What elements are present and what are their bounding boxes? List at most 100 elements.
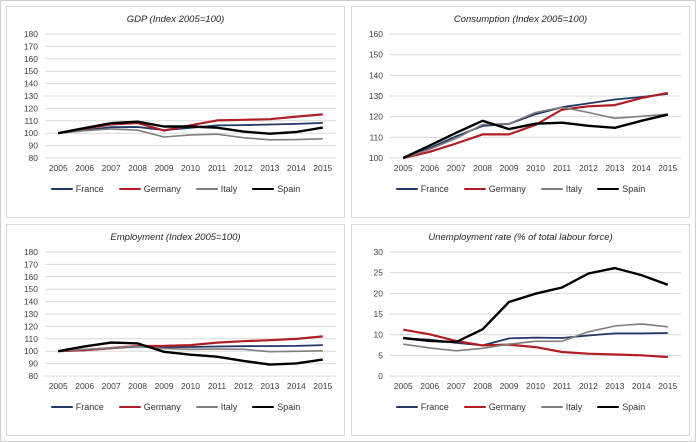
legend-consumption: France Germany Italy Spain (395, 184, 645, 194)
x-tick-label: 2015 (658, 381, 677, 391)
series-line-italy (57, 345, 323, 353)
legend-item-spain: Spain (252, 184, 300, 194)
series-line-germany (402, 328, 668, 359)
x-tick-label: 2014 (631, 163, 650, 173)
legend-line-swatch (597, 405, 620, 409)
panel-employment: Employment (Index 2005=100) 80 90 100 110 12… (6, 224, 345, 436)
x-tick-label: 2012 (578, 381, 597, 391)
legend-item-france: France (395, 402, 449, 412)
panel-consumption: Consumption (Index 2005=100) 100 110 120 13… (351, 6, 690, 218)
legend-employment: France Germany Italy Spain (50, 402, 300, 412)
series-line-spain (57, 341, 323, 366)
employment-line-chart: 80 90 100 110 120 130 140 150 160 170 180 2005 2006 2… (23, 247, 336, 391)
legend-line-swatch (118, 187, 141, 191)
x-tick-label: 2010 (181, 163, 200, 173)
y-tick-label: 170 (23, 41, 37, 51)
series-line-france (57, 122, 323, 135)
series-line-spain (402, 266, 668, 344)
legend-unemployment: France Germany Italy Spain (395, 402, 645, 412)
y-tick-label: 140 (23, 297, 37, 307)
legend-item-france: France (50, 184, 104, 194)
legend-item-france: France (50, 402, 104, 412)
y-tick-label: 90 (28, 141, 38, 151)
y-tick-label: 180 (23, 29, 37, 39)
chart-title-gdp: GDP (Index 2005=100) (126, 14, 225, 25)
legend-item-spain: Spain (597, 402, 645, 412)
x-tick-label: 2008 (473, 163, 492, 173)
legend-line-swatch (118, 405, 141, 409)
x-tick-label: 2013 (605, 381, 624, 391)
legend-label: Spain (622, 402, 646, 412)
y-tick-label: 110 (24, 334, 38, 344)
x-tick-label: 2006 (75, 381, 94, 391)
chart-title-unemployment: Unemployment rate (% of total labour for… (428, 232, 613, 243)
y-tick-label: 150 (23, 284, 37, 294)
y-tick-label: 150 (368, 50, 382, 60)
legend-line-swatch (252, 405, 275, 409)
series-line-france (402, 93, 668, 159)
x-tick-label: 2015 (313, 163, 332, 173)
x-tick-label: 2007 (101, 163, 120, 173)
x-tick-label: 2011 (207, 381, 226, 391)
y-tick-label: 170 (23, 259, 37, 269)
y-tick-label: 0 (378, 371, 383, 381)
legend-label: Italy (220, 184, 238, 194)
legend-item-spain: Spain (597, 184, 645, 194)
x-tick-label: 2015 (658, 163, 677, 173)
x-tick-label: 2005 (393, 381, 412, 391)
series-line-italy (402, 323, 668, 352)
panel-unemployment: Unemployment rate (% of total labour for… (351, 224, 690, 436)
y-tick-label: 100 (23, 128, 37, 138)
y-tick-label: 120 (368, 112, 382, 122)
y-tick-label: 140 (23, 79, 37, 89)
y-tick-label: 110 (24, 116, 38, 126)
x-tick-label: 2013 (260, 381, 279, 391)
y-tick-label: 80 (28, 153, 38, 163)
x-tick-label: 2005 (393, 163, 412, 173)
chart-title-consumption: Consumption (Index 2005=100) (453, 14, 588, 25)
x-tick-label: 2006 (420, 381, 439, 391)
x-tick-label: 2009 (499, 381, 518, 391)
x-tick-label: 2010 (526, 381, 545, 391)
y-tick-label: 80 (28, 371, 38, 381)
legend-line-swatch (540, 188, 563, 190)
y-tick-label: 160 (23, 54, 37, 64)
x-tick-label: 2014 (286, 381, 305, 391)
y-tick-label: 130 (23, 309, 37, 319)
x-tick-label: 2013 (605, 163, 624, 173)
y-tick-label: 25 (373, 268, 383, 278)
y-tick-label: 130 (23, 91, 37, 101)
x-tick-label: 2010 (181, 381, 200, 391)
legend-label: Germany (488, 402, 526, 412)
x-tick-label: 2007 (101, 381, 120, 391)
legend-line-swatch (395, 406, 418, 408)
y-tick-label: 15 (373, 309, 383, 319)
panel-gdp: GDP (Index 2005=100) 80 90 100 110 120 130 140… (6, 6, 345, 218)
y-tick-label: 150 (23, 66, 37, 76)
x-tick-label: 2009 (154, 163, 173, 173)
x-tick-label: 2008 (473, 381, 492, 391)
x-tick-label: 2007 (446, 163, 465, 173)
x-tick-label: 2009 (499, 163, 518, 173)
legend-label: Spain (277, 184, 301, 194)
y-tick-label: 140 (368, 70, 382, 80)
legend-item-italy: Italy (540, 402, 582, 412)
x-tick-label: 2012 (233, 163, 252, 173)
legend-line-swatch (540, 406, 563, 408)
x-tick-label: 2008 (128, 163, 147, 173)
legend-item-germany: Germany (463, 184, 526, 194)
legend-line-swatch (463, 187, 486, 191)
legend-label: Germany (143, 402, 181, 412)
legend-item-germany: Germany (118, 402, 181, 412)
y-tick-label: 110 (369, 132, 383, 142)
legend-line-swatch (50, 188, 73, 190)
legend-line-swatch (395, 188, 418, 190)
x-tick-label: 2011 (552, 163, 571, 173)
chart-title-employment: Employment (Index 2005=100) (110, 232, 241, 243)
y-tick-label: 120 (23, 321, 37, 331)
legend-line-swatch (597, 187, 620, 191)
legend-line-swatch (252, 187, 275, 191)
y-tick-label: 10 (373, 330, 383, 340)
legend-line-swatch (195, 406, 218, 408)
